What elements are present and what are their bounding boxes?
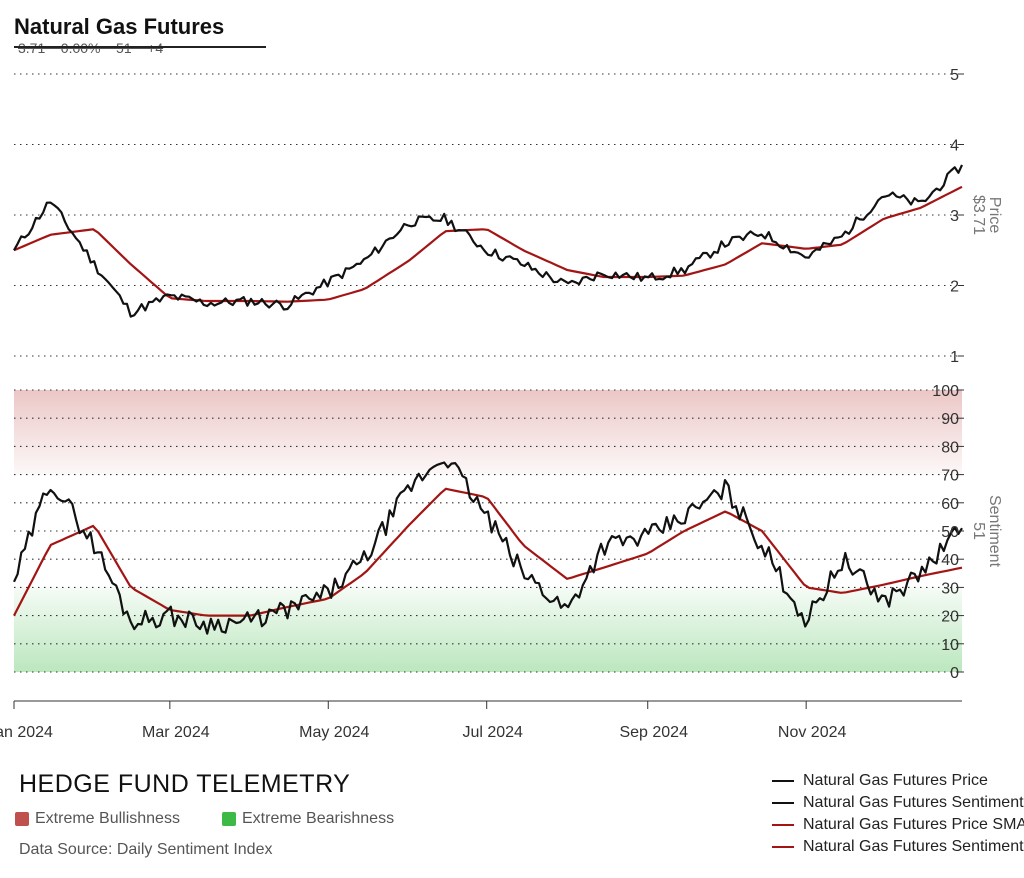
x-tick-label: Jan 2024	[0, 724, 53, 741]
zone-legend-bull-label: Extreme Bullishness	[35, 810, 180, 827]
y-tick-label: 70	[941, 468, 959, 485]
brand-name: HEDGE FUND TELEMETRY	[19, 770, 351, 798]
zone-legend-bear: Extreme Bearishness	[222, 810, 394, 828]
gridlines	[14, 73, 960, 673]
x-tick-label: Mar 2024	[142, 724, 210, 741]
x-tick-label: May 2024	[299, 724, 369, 741]
y-tick-label: 50	[941, 524, 959, 541]
legend-label-price: Natural Gas Futures Price	[803, 772, 988, 789]
zone-legend-bull: Extreme Bullishness	[15, 810, 180, 828]
title-underline	[14, 46, 266, 48]
series-line-sentiment	[13, 461, 963, 635]
x-tick-label: Sep 2024	[619, 724, 688, 741]
y-current-value: $3.71	[970, 195, 987, 235]
legend-line-sentiment	[772, 802, 794, 804]
sentiment-zones	[14, 390, 962, 672]
x-tick-label: Nov 2024	[778, 724, 847, 741]
y-tick-label: 0	[950, 665, 959, 682]
y-tick-label: 60	[941, 496, 959, 513]
y-tick-label: 30	[941, 580, 959, 597]
series-line-price-sma	[13, 185, 963, 303]
y-tick-label: 90	[941, 411, 959, 428]
legend-label-sentiment: Natural Gas Futures Sentiment	[803, 794, 1024, 811]
zone-bull	[14, 390, 962, 475]
bull-swatch	[15, 812, 29, 826]
y-current-value: 51	[970, 522, 987, 540]
y-tick-label: 10	[941, 637, 959, 654]
y-tick-label: 4	[950, 138, 959, 155]
zone-bear	[14, 587, 962, 672]
legend-item-sentiment-sma[interactable]: Natural Gas Futures Sentiment SMA	[772, 836, 1024, 858]
data-source: Data Source: Daily Sentiment Index	[19, 841, 273, 858]
y-tick-label: 100	[932, 383, 959, 400]
y-axis-title: Sentiment	[986, 495, 1003, 568]
zone-legend-bear-label: Extreme Bearishness	[242, 810, 395, 827]
legend-line-sentiment-sma	[772, 846, 794, 848]
y-tick-label: 5	[950, 67, 959, 84]
series-line-price	[13, 164, 964, 318]
legend-item-sentiment[interactable]: Natural Gas Futures Sentiment	[772, 792, 1024, 814]
legend-label-price-sma: Natural Gas Futures Price SMA	[803, 816, 1024, 833]
legend-label-sentiment-sma: Natural Gas Futures Sentiment SMA	[803, 838, 1024, 855]
series-legend: Natural Gas Futures Price Natural Gas Fu…	[772, 770, 1024, 858]
y-tick-label: 1	[950, 349, 959, 366]
y-tick-label: 80	[941, 439, 959, 456]
legend-line-price	[772, 780, 794, 782]
y-tick-label: 3	[950, 208, 959, 225]
y-axis-title: Price	[986, 197, 1003, 234]
chart-subtitle: 3.71 0.00% 51 +4	[18, 40, 164, 56]
bear-swatch	[222, 812, 236, 826]
chart-title: Natural Gas Futures	[14, 14, 225, 39]
legend-item-price[interactable]: Natural Gas Futures Price	[772, 770, 1024, 792]
axes-layer: 1 2 3 4 5 Price$3.71 0 10 20 30 40 50 60 70 80 90 100 Sen…	[0, 67, 1003, 741]
chart-canvas: 1 2 3 4 5 Price$3.71 0 10 20 30 40 50 60 70 80 90 100 Sen…	[0, 67, 1003, 741]
y-tick-label: 20	[941, 609, 959, 626]
y-tick-label: 40	[941, 552, 959, 569]
y-tick-label: 2	[950, 279, 959, 296]
legend-line-price-sma	[772, 824, 794, 826]
x-tick-label: Jul 2024	[462, 724, 523, 741]
legend-item-price-sma[interactable]: Natural Gas Futures Price SMA	[772, 814, 1024, 836]
series-layer	[13, 164, 964, 635]
